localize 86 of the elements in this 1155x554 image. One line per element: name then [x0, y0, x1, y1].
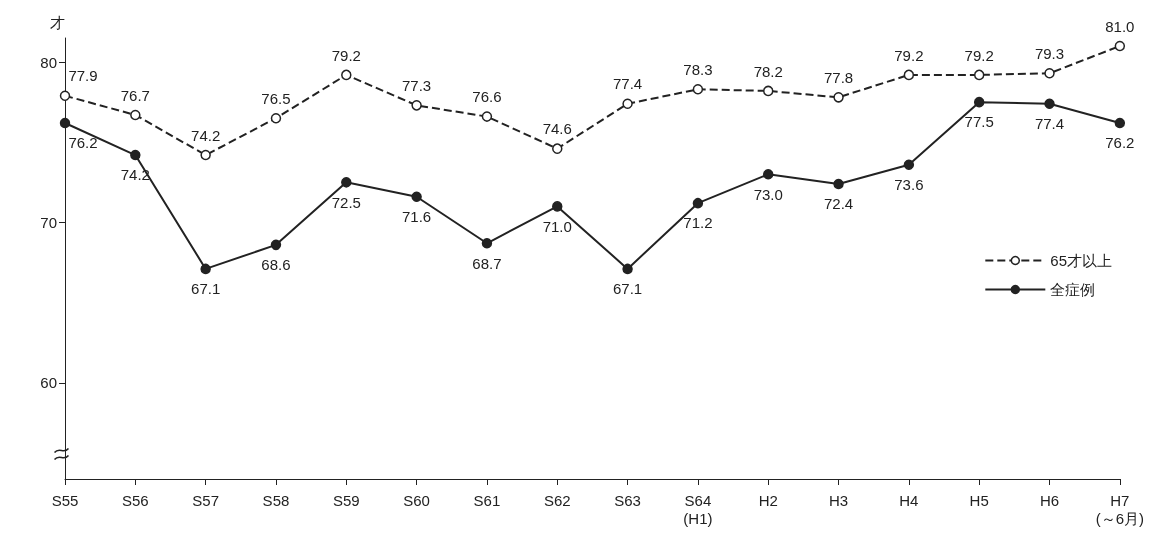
- data-label: 81.0: [1105, 17, 1135, 35]
- x-tick-label: S61: [473, 491, 501, 509]
- point: [341, 69, 352, 81]
- point: [973, 96, 985, 108]
- x-tick-label: H3: [828, 491, 849, 509]
- point: [130, 149, 141, 161]
- point: [833, 92, 844, 103]
- point: [59, 90, 71, 101]
- x-tick-label: S60: [403, 491, 430, 509]
- point: [341, 177, 352, 188]
- x-tick-label: S55: [51, 491, 79, 509]
- x-tick-label: S56: [121, 491, 149, 509]
- data-label: 74.2: [191, 126, 221, 144]
- y-axis-title: 才: [50, 14, 65, 31]
- x-tick-label: S58: [262, 491, 290, 509]
- point: [833, 178, 844, 190]
- point: [130, 109, 141, 121]
- data-label: 68.7: [472, 254, 502, 272]
- point: [270, 239, 282, 251]
- point: [903, 159, 915, 170]
- point: [973, 69, 985, 81]
- point: [1044, 98, 1055, 109]
- point: [411, 100, 422, 111]
- point: [762, 169, 774, 180]
- data-label: 78.2: [753, 62, 783, 80]
- x-tick-label: S59: [332, 491, 360, 509]
- data-label: 74.6: [542, 120, 572, 138]
- y-tick-label: 80: [40, 53, 57, 71]
- data-label: 71.2: [683, 214, 713, 232]
- point: [552, 143, 563, 154]
- y-tick-label: 70: [40, 213, 57, 231]
- data-label: 72.5: [331, 193, 361, 211]
- legend-label: 65才以上: [1050, 252, 1112, 269]
- data-label: 78.3: [683, 61, 713, 79]
- point: [692, 84, 704, 95]
- data-label: 79.2: [964, 46, 994, 64]
- x-tick-label: H4: [899, 491, 919, 509]
- data-label: 74.2: [120, 166, 150, 184]
- data-label: 71.0: [542, 217, 572, 235]
- x-tick-label: S57: [192, 491, 219, 509]
- point: [622, 263, 633, 275]
- x-tick-label: S64 (H1): [683, 491, 713, 527]
- data-label: 68.6: [261, 256, 291, 274]
- x-tick-label: S62: [543, 491, 571, 509]
- data-label: 77.9: [68, 67, 98, 85]
- point: [481, 238, 493, 249]
- data-label: 77.4: [612, 75, 643, 93]
- data-label: 73.6: [894, 175, 924, 193]
- point: [1114, 117, 1126, 129]
- x-tick-label: H6: [1039, 491, 1060, 509]
- data-label: 71.6: [402, 208, 432, 226]
- point: [552, 201, 563, 212]
- data-label: 76.7: [120, 86, 150, 104]
- data-label: 77.3: [402, 77, 432, 95]
- data-label: 67.1: [612, 280, 643, 298]
- point: [270, 112, 282, 124]
- point: [622, 98, 633, 109]
- data-label: 77.4: [1034, 115, 1065, 132]
- data-label: 76.5: [261, 89, 291, 107]
- point: [411, 191, 422, 203]
- x-tick-label: H2: [758, 491, 778, 509]
- data-label: 72.4: [823, 195, 854, 213]
- data-label: 67.1: [191, 280, 221, 298]
- x-tick-label: H5: [969, 491, 989, 509]
- y-tick-label: 60: [40, 374, 57, 392]
- point: [692, 197, 704, 209]
- data-label: 76.2: [68, 134, 98, 152]
- data-label: 79.3: [1034, 45, 1065, 63]
- data-label: 76.6: [472, 88, 502, 106]
- x-tick-label: H7 (～6月): [1095, 491, 1145, 527]
- point: [59, 117, 71, 129]
- data-label: 79.2: [331, 46, 361, 64]
- point: [903, 69, 915, 81]
- point: [200, 149, 211, 161]
- data-label: 76.2: [1105, 134, 1135, 152]
- data-label: 73.0: [753, 185, 783, 203]
- x-tick-label: S63: [614, 491, 641, 509]
- point: [481, 111, 493, 122]
- data-label: 77.5: [964, 113, 994, 131]
- point: [762, 85, 774, 97]
- point: [1114, 40, 1126, 52]
- point: [200, 263, 211, 275]
- data-label: 79.2: [894, 46, 924, 64]
- point: [1044, 68, 1055, 79]
- data-label: 77.8: [823, 69, 854, 87]
- legend-label: 全症例: [1050, 281, 1096, 298]
